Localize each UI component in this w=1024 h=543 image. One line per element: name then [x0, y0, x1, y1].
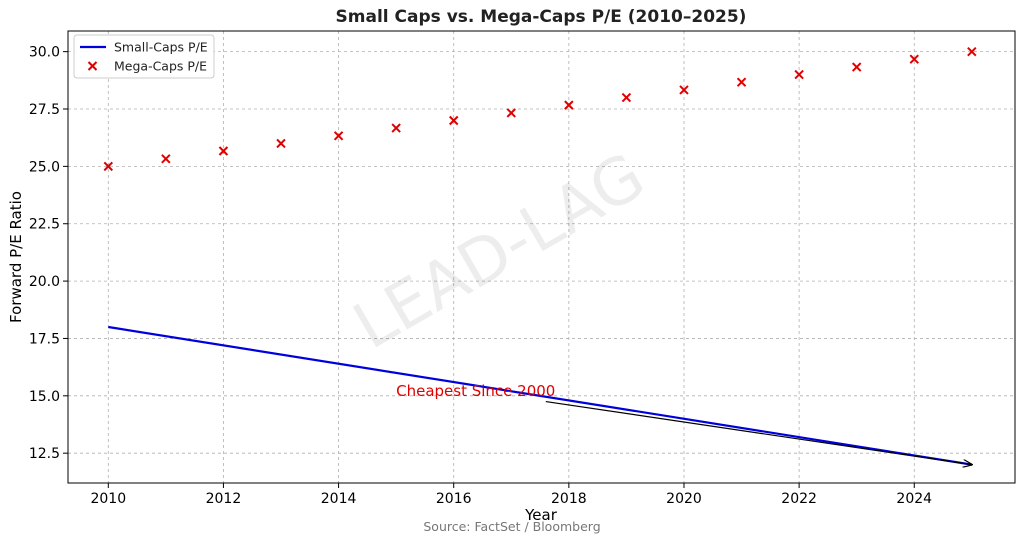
y-tick-label: 25.0: [29, 159, 60, 175]
plot-frame: [67, 30, 1016, 484]
x-axis-title: Year: [524, 506, 558, 524]
source-note: Source: FactSet / Bloomberg: [423, 519, 600, 534]
legend-box: [73, 34, 215, 79]
y-axis: 12.5 15.0 17.5 20.0 22.5 25.0 27.5 30.0: [29, 45, 68, 462]
y-tick-label: 20.0: [29, 274, 60, 290]
data-point-mega-caps: [794, 69, 804, 80]
data-point-mega-caps: [621, 92, 632, 103]
legend-label-mega-caps: Mega-Caps P/E: [114, 59, 207, 74]
x-tick-label: 2012: [206, 491, 242, 507]
x-tick-label: 2014: [321, 491, 357, 507]
legend-label-small-caps: Small-Caps P/E: [114, 40, 208, 55]
x-tick-label: 2016: [436, 491, 472, 507]
data-point-mega-caps: [449, 115, 459, 126]
chart-title: Small Caps vs. Mega-Caps P/E (2010–2025): [336, 7, 747, 27]
data-point-mega-caps: [679, 85, 689, 95]
data-point-mega-caps: [967, 46, 977, 57]
y-tick-label: 30.0: [29, 45, 60, 61]
data-point-mega-caps: [333, 131, 344, 141]
data-point-mega-caps: [909, 54, 919, 64]
data-point-mega-caps: [736, 77, 747, 87]
x-tick-label: 2022: [781, 491, 817, 507]
annotation: Cheapest Since 2000: [396, 382, 972, 465]
data-point-mega-caps: [161, 154, 171, 164]
legend-swatch-mega-caps: [87, 61, 98, 71]
annotation-label: Cheapest Since 2000: [396, 382, 555, 400]
y-tick-label: 22.5: [29, 217, 60, 233]
data-point-mega-caps: [564, 100, 574, 110]
data-point-mega-caps: [276, 138, 286, 149]
data-point-mega-caps: [506, 108, 516, 118]
x-tick-label: 2020: [666, 491, 702, 507]
x-tick-label: 2010: [90, 491, 126, 507]
data-point-mega-caps: [218, 146, 229, 156]
annotation-arrow: [545, 400, 972, 465]
x-tick-label: 2018: [551, 491, 587, 507]
y-tick-label: 17.5: [29, 331, 60, 347]
x-tick-label: 2024: [896, 491, 932, 507]
legend: Small-Caps P/E Mega-Caps P/E: [73, 34, 215, 79]
watermark: LEAD-LAG: [342, 139, 658, 364]
grid: [68, 31, 1015, 483]
y-tick-label: 12.5: [29, 446, 60, 462]
data-point-mega-caps: [851, 62, 862, 72]
y-tick-label: 15.0: [29, 389, 60, 405]
y-tick-label: 27.5: [29, 102, 60, 118]
data-point-mega-caps: [103, 161, 114, 172]
data-point-mega-caps: [391, 123, 401, 133]
series-line-small-caps: [108, 325, 972, 466]
x-axis: 2010 2012 2014 2016 2018 2020 2022 2024: [90, 483, 932, 507]
series-layer: [103, 46, 977, 466]
y-axis-title: Forward P/E Ratio: [7, 191, 25, 323]
